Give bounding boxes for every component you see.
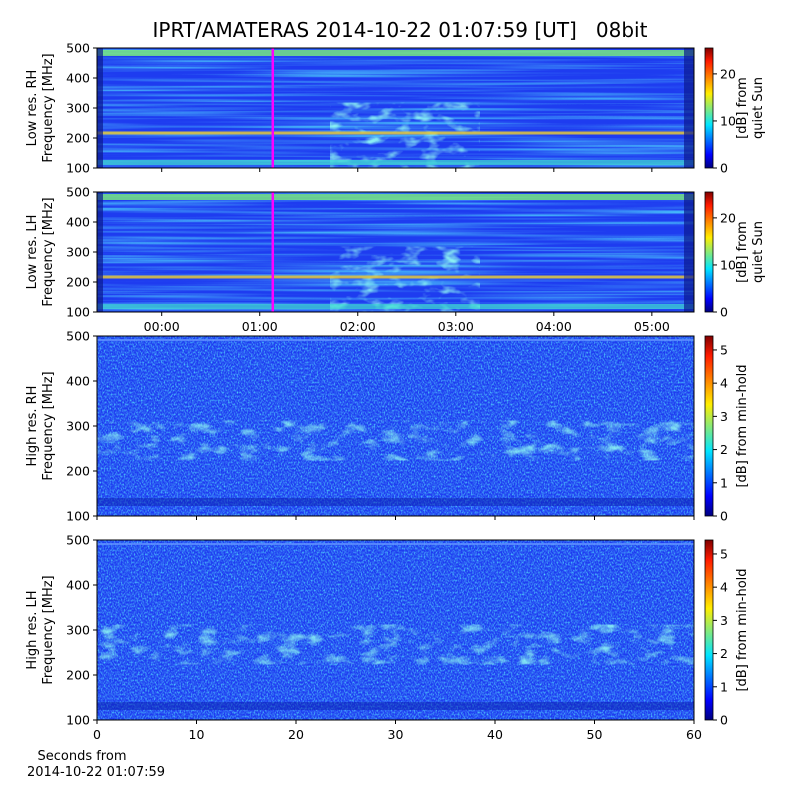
colorbar-tick-label: 20 [720, 210, 736, 225]
y-tick-label: 200 [66, 275, 90, 290]
colorbar-tick-label: 10 [720, 113, 736, 128]
x-tick-label: 30 [388, 727, 404, 742]
y-tick-label: 500 [66, 533, 90, 548]
x-tick-label: 50 [587, 727, 603, 742]
burst [330, 246, 480, 312]
y-axis-label: High res. LH [25, 590, 40, 669]
spectrogram [97, 540, 694, 720]
y-tick-label: 100 [66, 509, 90, 524]
x-tick-label: 20 [288, 727, 304, 742]
colorbar-label: quiet Sun [751, 221, 766, 283]
band [97, 50, 694, 56]
y-axis-label: Low res. RH [25, 70, 40, 147]
band [97, 160, 694, 165]
x-axis-label: Seconds from [37, 749, 126, 764]
band [97, 498, 694, 506]
y-axis-label: High res. RH [25, 386, 40, 467]
colorbar-tick-label: 0 [720, 509, 728, 524]
y-axis-label: Frequency [MHz] [41, 371, 56, 480]
x-axis-label: 2014-10-22 01:07:59 [27, 765, 165, 780]
y-tick-label: 200 [66, 464, 90, 479]
colorbar-tick-label: 0 [720, 161, 728, 176]
x-tick-label: 05:00 [634, 319, 670, 334]
y-tick-label: 500 [66, 185, 90, 200]
colorbar [704, 539, 714, 721]
edge [684, 48, 694, 168]
burst [97, 420, 694, 461]
colorbar [704, 191, 714, 313]
figure-title: IPRT/AMATERAS 2014-10-22 01:07:59 [UT] 0… [153, 18, 648, 42]
y-tick-label: 200 [66, 131, 90, 146]
band [97, 702, 694, 710]
colorbar [704, 47, 714, 169]
band [97, 339, 694, 341]
x-tick-label: 10 [189, 727, 205, 742]
y-tick-label: 500 [66, 41, 90, 56]
y-axis-label: Low res. LH [25, 215, 40, 290]
colorbar-tick-label: 2 [720, 442, 728, 457]
edge [97, 192, 103, 312]
band [97, 131, 694, 135]
colorbar-tick-label: 4 [720, 376, 728, 391]
burst [330, 102, 480, 168]
colorbar-tick-label: 4 [720, 580, 728, 595]
y-tick-label: 200 [66, 668, 90, 683]
colorbar-label: [dB] from [735, 221, 750, 283]
colorbar-tick-label: 0 [720, 713, 728, 728]
colorbar-tick-label: 5 [720, 342, 728, 357]
x-tick-label: 02:00 [340, 319, 376, 334]
y-axis-label: Frequency [MHz] [41, 575, 56, 684]
spectrogram [97, 48, 694, 168]
y-tick-label: 400 [66, 71, 90, 86]
y-tick-label: 300 [66, 245, 90, 260]
y-tick-label: 100 [66, 161, 90, 176]
y-axis-label: Frequency [MHz] [41, 197, 56, 306]
y-axis-label: Frequency [MHz] [41, 53, 56, 162]
spectrogram [97, 336, 694, 516]
colorbar-label: [dB] from min-hold [735, 568, 750, 691]
y-tick-label: 100 [66, 305, 90, 320]
y-tick-label: 300 [66, 419, 90, 434]
edge [684, 192, 694, 312]
burst [97, 624, 694, 665]
x-tick-label: 00:00 [144, 319, 180, 334]
colorbar-label: [dB] from min-hold [735, 364, 750, 487]
colorbar-tick-label: 20 [720, 66, 736, 81]
x-tick-label: 60 [686, 727, 702, 742]
band [97, 543, 694, 545]
colorbar-tick-label: 1 [720, 475, 728, 490]
band [97, 194, 694, 200]
band [97, 304, 694, 309]
x-tick-label: 0 [93, 727, 101, 742]
colorbar-tick-label: 1 [720, 679, 728, 694]
colorbar [704, 335, 714, 517]
x-tick-label: 03:00 [438, 319, 474, 334]
colorbar-tick-label: 10 [720, 257, 736, 272]
x-tick-label: 01:00 [242, 319, 278, 334]
y-tick-label: 100 [66, 713, 90, 728]
spectrogram [97, 192, 694, 312]
colorbar-tick-label: 0 [720, 305, 728, 320]
x-tick-label: 04:00 [536, 319, 572, 334]
colorbar-tick-label: 3 [720, 409, 728, 424]
y-tick-label: 400 [66, 578, 90, 593]
colorbar-tick-label: 3 [720, 613, 728, 628]
y-tick-label: 300 [66, 101, 90, 116]
y-tick-label: 500 [66, 329, 90, 344]
colorbar-label: quiet Sun [751, 77, 766, 139]
colorbar-tick-label: 2 [720, 646, 728, 661]
y-tick-label: 400 [66, 215, 90, 230]
colorbar-label: [dB] from [735, 77, 750, 139]
edge [97, 48, 103, 168]
y-tick-label: 300 [66, 623, 90, 638]
y-tick-label: 400 [66, 374, 90, 389]
x-tick-label: 40 [487, 727, 503, 742]
band [97, 275, 694, 279]
colorbar-tick-label: 5 [720, 546, 728, 561]
